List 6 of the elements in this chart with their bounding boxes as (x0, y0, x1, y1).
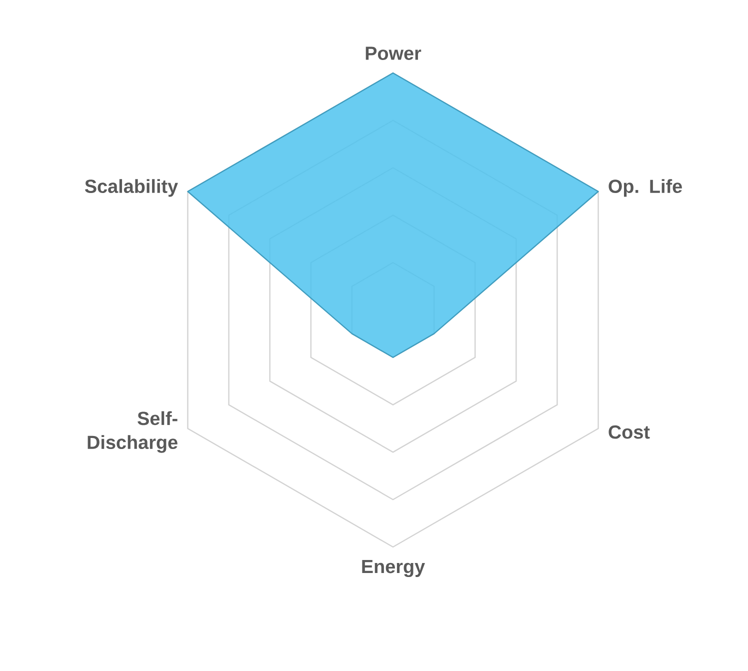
spoke-label: Self-Discharge (88, 411, 178, 453)
spoke-label: Power (366, 46, 422, 60)
spoke-label: Cost (608, 425, 650, 439)
spoke-label: Energy (362, 560, 425, 578)
spoke-label: Op. Life (608, 179, 682, 197)
spoke-label: Scalability (84, 179, 178, 197)
